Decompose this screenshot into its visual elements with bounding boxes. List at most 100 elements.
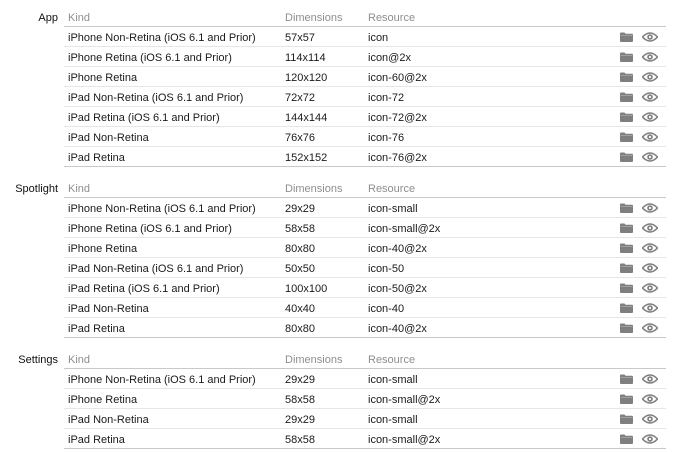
resource-cell: icon-small@2x bbox=[368, 434, 441, 446]
resource-column-header[interactable]: Resource bbox=[368, 183, 416, 195]
row-actions bbox=[620, 221, 660, 235]
folder-icon[interactable] bbox=[620, 263, 633, 273]
resource-cell: icon-small bbox=[368, 203, 418, 215]
dimensions-column-header[interactable]: Dimensions bbox=[285, 12, 343, 24]
resource-cell: icon-small bbox=[368, 414, 418, 426]
folder-icon[interactable] bbox=[620, 132, 633, 142]
row-actions bbox=[620, 432, 660, 446]
folder-icon[interactable] bbox=[620, 323, 633, 333]
resource-column-header[interactable]: Resource bbox=[368, 354, 416, 366]
table-row[interactable]: iPhone Retina (iOS 6.1 and Prior) 114x114… bbox=[64, 47, 666, 67]
kind-cell: iPad Retina bbox=[68, 434, 125, 446]
resource-cell: icon-50@2x bbox=[368, 283, 427, 295]
eye-icon[interactable] bbox=[642, 373, 658, 385]
table-header: Kind Dimensions Resource bbox=[64, 178, 666, 198]
dimensions-column-header[interactable]: Dimensions bbox=[285, 183, 343, 195]
folder-icon[interactable] bbox=[620, 92, 633, 102]
table-row[interactable]: iPad Retina 58x58 icon-small@2x bbox=[64, 429, 666, 449]
folder-icon[interactable] bbox=[620, 243, 633, 253]
row-actions bbox=[620, 321, 660, 335]
kind-column-header[interactable]: Kind bbox=[68, 183, 91, 195]
eye-icon[interactable] bbox=[642, 131, 658, 143]
eye-icon[interactable] bbox=[642, 393, 658, 405]
table-row[interactable]: iPhone Non-Retina (iOS 6.1 and Prior) 29x… bbox=[64, 369, 666, 389]
folder-icon[interactable] bbox=[620, 223, 633, 233]
folder-icon[interactable] bbox=[620, 32, 633, 42]
row-actions bbox=[620, 70, 660, 84]
table-row[interactable]: iPad Retina 80x80 icon-40@2x bbox=[64, 318, 666, 338]
dimensions-cell: 152x152 bbox=[285, 152, 328, 164]
table-row[interactable]: iPhone Retina (iOS 6.1 and Prior) 58x58 ic… bbox=[64, 218, 666, 238]
kind-column-header[interactable]: Kind bbox=[68, 354, 91, 366]
eye-icon[interactable] bbox=[642, 71, 658, 83]
folder-icon[interactable] bbox=[620, 394, 633, 404]
folder-icon[interactable] bbox=[620, 152, 633, 162]
resource-cell: icon-72 bbox=[368, 92, 405, 104]
eye-icon[interactable] bbox=[642, 242, 658, 254]
section-label: Spotlight bbox=[15, 183, 58, 195]
table-row[interactable]: iPad Non-Retina 29x29 icon-small bbox=[64, 409, 666, 429]
eye-icon[interactable] bbox=[642, 31, 658, 43]
table-row[interactable]: iPad Non-Retina 76x76 icon-76 bbox=[64, 127, 666, 147]
table-row[interactable]: iPhone Non-Retina (iOS 6.1 and Prior) 29x… bbox=[64, 198, 666, 218]
folder-icon[interactable] bbox=[620, 72, 633, 82]
eye-icon[interactable] bbox=[642, 151, 658, 163]
kind-cell: iPhone Retina bbox=[68, 72, 138, 84]
resource-cell: icon@2x bbox=[368, 52, 411, 64]
kind-cell: iPad Retina bbox=[68, 323, 125, 335]
folder-icon[interactable] bbox=[620, 414, 633, 424]
eye-icon[interactable] bbox=[642, 51, 658, 63]
eye-icon[interactable] bbox=[642, 413, 658, 425]
table-row[interactable]: iPhone Retina 120x120 icon-60@2x bbox=[64, 67, 666, 87]
folder-icon[interactable] bbox=[620, 283, 633, 293]
folder-icon[interactable] bbox=[620, 52, 633, 62]
resource-cell: icon-small@2x bbox=[368, 223, 441, 235]
resource-column-header[interactable]: Resource bbox=[368, 12, 416, 24]
eye-icon[interactable] bbox=[642, 262, 658, 274]
kind-cell: iPad Non-Retina (iOS 6.1 and Prior) bbox=[68, 92, 244, 104]
dimensions-cell: 72x72 bbox=[285, 92, 315, 104]
folder-icon[interactable] bbox=[620, 303, 633, 313]
table-row[interactable]: iPhone Retina 80x80 icon-40@2x bbox=[64, 238, 666, 258]
row-actions bbox=[620, 130, 660, 144]
kind-column-header[interactable]: Kind bbox=[68, 12, 91, 24]
dimensions-cell: 58x58 bbox=[285, 434, 315, 446]
folder-icon[interactable] bbox=[620, 374, 633, 384]
folder-icon[interactable] bbox=[620, 434, 633, 444]
row-actions bbox=[620, 150, 660, 164]
eye-icon[interactable] bbox=[642, 202, 658, 214]
table-row[interactable]: iPad Retina (iOS 6.1 and Prior) 100x100 ic… bbox=[64, 278, 666, 298]
eye-icon[interactable] bbox=[642, 302, 658, 314]
dimensions-column-header[interactable]: Dimensions bbox=[285, 354, 343, 366]
kind-cell: iPad Retina (iOS 6.1 and Prior) bbox=[68, 112, 220, 124]
table-row[interactable]: iPad Non-Retina (iOS 6.1 and Prior) 50x50… bbox=[64, 258, 666, 278]
kind-cell: iPhone Retina (iOS 6.1 and Prior) bbox=[68, 223, 232, 235]
kind-cell: iPad Non-Retina bbox=[68, 414, 149, 426]
eye-icon[interactable] bbox=[642, 91, 658, 103]
table-row[interactable]: iPad Non-Retina 40x40 icon-40 bbox=[64, 298, 666, 318]
dimensions-cell: 29x29 bbox=[285, 203, 315, 215]
eye-icon[interactable] bbox=[642, 222, 658, 234]
folder-icon[interactable] bbox=[620, 203, 633, 213]
dimensions-cell: 50x50 bbox=[285, 263, 315, 275]
icon-table: Kind Dimensions Resource iPhone Non-Retina … bbox=[64, 178, 666, 338]
eye-icon[interactable] bbox=[642, 433, 658, 445]
eye-icon[interactable] bbox=[642, 111, 658, 123]
dimensions-cell: 120x120 bbox=[285, 72, 328, 84]
dimensions-cell: 40x40 bbox=[285, 303, 315, 315]
table-row[interactable]: iPad Retina 152x152 icon-76@2x bbox=[64, 147, 666, 167]
eye-icon[interactable] bbox=[642, 282, 658, 294]
table-row[interactable]: iPad Retina (iOS 6.1 and Prior) 144x144 ic… bbox=[64, 107, 666, 127]
section-label: Settings bbox=[18, 354, 58, 366]
resource-cell: icon-40@2x bbox=[368, 243, 427, 255]
kind-cell: iPhone Retina bbox=[68, 394, 138, 406]
row-actions bbox=[620, 90, 660, 104]
table-row[interactable]: iPad Non-Retina (iOS 6.1 and Prior) 72x72… bbox=[64, 87, 666, 107]
table-row[interactable]: iPhone Non-Retina (iOS 6.1 and Prior) 57x… bbox=[64, 27, 666, 47]
kind-cell: iPad Non-Retina bbox=[68, 303, 149, 315]
kind-cell: iPad Non-Retina (iOS 6.1 and Prior) bbox=[68, 263, 244, 275]
table-row[interactable]: iPhone Retina 58x58 icon-small@2x bbox=[64, 389, 666, 409]
dimensions-cell: 80x80 bbox=[285, 323, 315, 335]
folder-icon[interactable] bbox=[620, 112, 633, 122]
eye-icon[interactable] bbox=[642, 322, 658, 334]
